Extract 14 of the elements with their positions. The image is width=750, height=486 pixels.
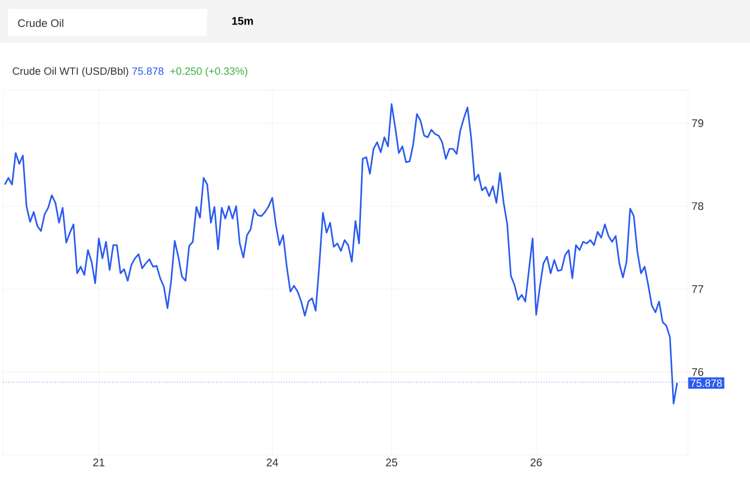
text: +0.250 (+0.33%) [170, 67, 248, 77]
x-tick-label: 25 [386, 458, 398, 466]
text: 15m [232, 17, 253, 25]
text: Crude Oil [18, 18, 64, 28]
x-tick-label: 26 [530, 458, 542, 466]
y-tick-label: 77 [692, 285, 704, 293]
chart-subtitle: 75.878 [132, 67, 164, 75]
y-tick-label: 79 [692, 119, 704, 128]
y-tick-label: 78 [692, 202, 704, 210]
chart-title: Crude Oil WTI (USD/Bbl) [12, 67, 128, 77]
y-tick-label: 76 [692, 368, 704, 376]
x-tick-label: 21 [93, 458, 104, 466]
x-tick-label: 24 [266, 458, 278, 466]
ref-line-label: 75.878 [690, 379, 722, 387]
